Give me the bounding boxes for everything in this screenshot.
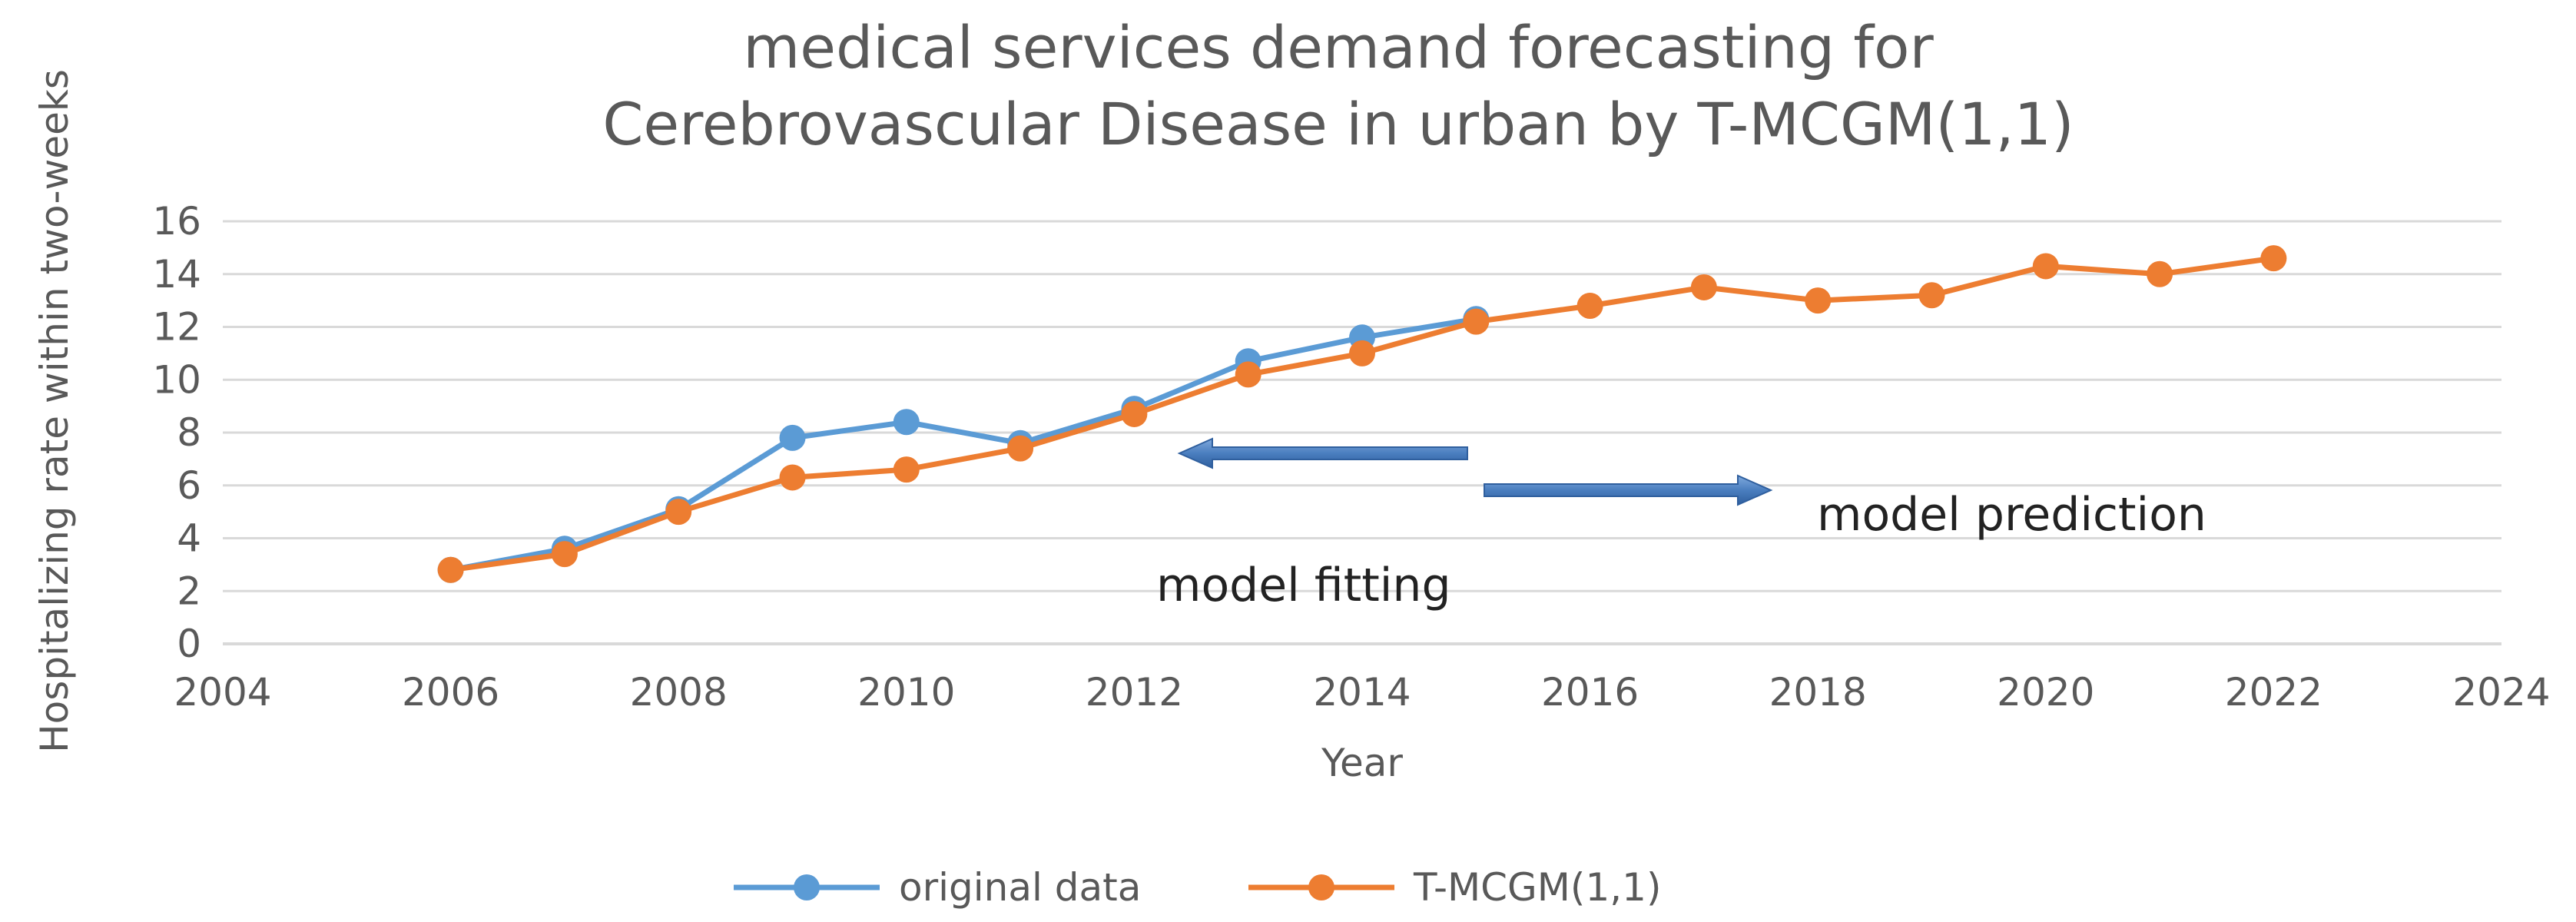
x-tick-2024: 2024 xyxy=(2452,670,2550,715)
legend-label-original: original data xyxy=(899,865,1141,910)
y-tick-4: 4 xyxy=(177,516,201,561)
series-line-original-data xyxy=(448,316,1479,573)
legend-item-t-mcgm: T-MCGM(1,1) xyxy=(1248,865,1661,910)
fitting-arrow xyxy=(1177,437,1468,469)
y-tick-16: 16 xyxy=(152,199,201,244)
point-t-mcgm-1-1-2020 xyxy=(2032,253,2059,280)
x-tick-labels: 2004 2006 2008 2010 2012 2014 2016 2018 2020 2022… xyxy=(174,670,2550,715)
x-tick-2014: 2014 xyxy=(1313,670,1411,715)
y-tick-8: 8 xyxy=(177,410,201,455)
point-t-mcgm-1-1-2007 xyxy=(551,541,578,568)
point-t-mcgm-1-1-2012 xyxy=(1121,400,1148,427)
point-t-mcgm-1-1-2010 xyxy=(893,456,920,483)
y-tick-0: 0 xyxy=(177,622,201,666)
x-tick-2016: 2016 xyxy=(1541,670,1639,715)
series-layer xyxy=(437,245,2287,583)
y-tick-6: 6 xyxy=(177,463,201,508)
y-axis-label: Hospitalizing rate within two-weeks xyxy=(32,69,77,753)
point-t-mcgm-1-1-2014 xyxy=(1349,340,1375,366)
series-t-mcgm-1-1 xyxy=(437,245,2287,583)
point-t-mcgm-1-1-2017 xyxy=(1690,274,1717,300)
x-axis-label: Year xyxy=(1321,741,1403,785)
x-tick-2010: 2010 xyxy=(857,670,955,715)
x-tick-2018: 2018 xyxy=(1769,670,1867,715)
y-tick-2: 2 xyxy=(177,569,201,613)
chart-title-line-2: Cerebrovascular Disease in urban by T-MC… xyxy=(602,90,2074,158)
point-t-mcgm-1-1-2006 xyxy=(437,556,464,583)
legend-item-original-data: original data xyxy=(734,865,1141,910)
chart-title-line-1: medical services demand forecasting for xyxy=(743,13,1934,81)
point-t-mcgm-1-1-2016 xyxy=(1576,293,1603,319)
y-tick-10: 10 xyxy=(152,357,201,402)
left-arrow-shape xyxy=(1177,437,1468,469)
point-t-mcgm-1-1-2011 xyxy=(1007,435,1034,462)
y-tick-14: 14 xyxy=(152,252,201,297)
point-t-mcgm-1-1-2015 xyxy=(1463,308,1490,335)
x-tick-2012: 2012 xyxy=(1086,670,1183,715)
x-tick-2004: 2004 xyxy=(174,670,271,715)
y-tick-labels: 0 2 4 6 8 10 12 14 16 xyxy=(152,199,201,666)
legend-marker-original xyxy=(794,874,820,900)
x-tick-2008: 2008 xyxy=(630,670,728,715)
point-t-mcgm-1-1-2018 xyxy=(1805,287,1832,314)
annotation-model-prediction: model prediction xyxy=(1817,488,2206,542)
legend-label-tmcgm: T-MCGM(1,1) xyxy=(1413,865,1661,910)
point-t-mcgm-1-1-2021 xyxy=(2147,260,2173,287)
y-tick-12: 12 xyxy=(152,305,201,350)
point-t-mcgm-1-1-2019 xyxy=(1918,282,1945,309)
point-original-data-2009 xyxy=(779,424,806,451)
x-tick-2020: 2020 xyxy=(1997,670,2094,715)
right-arrow-shape xyxy=(1484,474,1773,506)
point-t-mcgm-1-1-2009 xyxy=(779,464,806,491)
legend-marker-tmcgm xyxy=(1308,874,1334,900)
point-t-mcgm-1-1-2008 xyxy=(665,499,692,526)
point-t-mcgm-1-1-2013 xyxy=(1235,361,1261,388)
point-t-mcgm-1-1-2022 xyxy=(2260,245,2287,272)
x-tick-2022: 2022 xyxy=(2225,670,2322,715)
x-tick-2006: 2006 xyxy=(402,670,499,715)
legend: original data T-MCGM(1,1) xyxy=(734,865,1661,910)
annotation-model-fitting: model fitting xyxy=(1156,559,1451,612)
point-original-data-2010 xyxy=(893,409,920,436)
prediction-arrow xyxy=(1484,474,1773,506)
